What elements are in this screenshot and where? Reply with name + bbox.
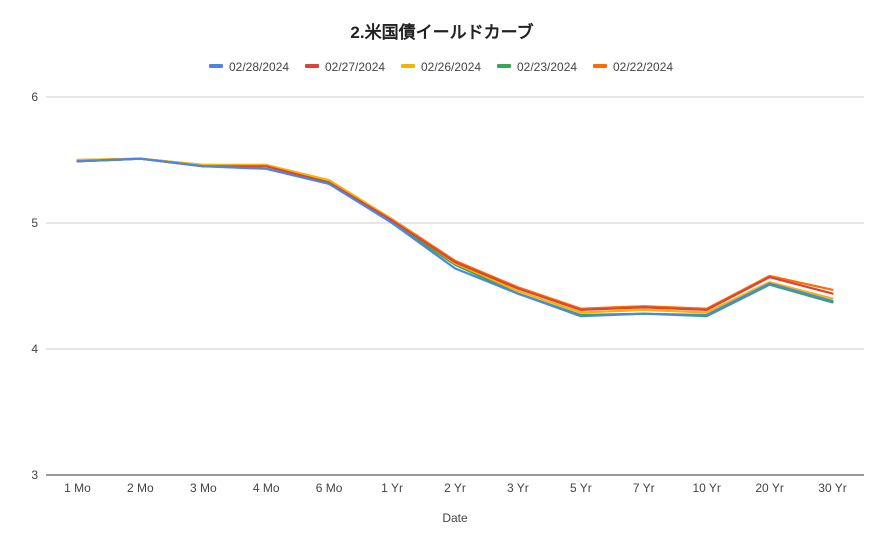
y-tick-label: 3 [31, 468, 38, 482]
x-tick-label: 1 Mo [64, 481, 91, 495]
gridlines [46, 96, 864, 476]
x-tick-label: 7 Yr [633, 481, 655, 495]
x-tick-label: 3 Yr [507, 481, 529, 495]
x-tick-label: 30 Yr [818, 481, 846, 495]
y-tick-label: 6 [31, 90, 38, 104]
x-tick-label: 5 Yr [570, 481, 592, 495]
series-line-1 [76, 157, 834, 311]
legend-item[interactable]: 02/28/2024 [209, 60, 289, 74]
series-line-3 [76, 157, 834, 318]
x-tick-label: 20 Yr [755, 481, 783, 495]
y-tick-label: 5 [31, 216, 38, 230]
legend-label: 02/23/2024 [517, 60, 577, 74]
legend-swatch [401, 64, 415, 68]
x-axis-label: Date [442, 511, 468, 525]
x-tick-label: 2 Yr [444, 481, 466, 495]
legend-label: 02/26/2024 [421, 60, 481, 74]
chart-title: 2.米国債イールドカーブ [350, 22, 533, 42]
x-tick-label: 2 Mo [127, 481, 154, 495]
series-line-4 [76, 157, 834, 310]
legend-item[interactable]: 02/26/2024 [401, 60, 481, 74]
legend-item[interactable]: 02/22/2024 [593, 60, 673, 74]
legend-swatch [209, 64, 223, 68]
legend-swatch [305, 64, 319, 68]
legend-label: 02/28/2024 [229, 60, 289, 74]
legend-item[interactable]: 02/23/2024 [497, 60, 577, 74]
legend-label: 02/22/2024 [613, 60, 673, 74]
x-tick-label: 1 Yr [381, 481, 403, 495]
x-axis-ticks: 1 Mo 2 Mo 3 Mo 4 Mo 6 Mo 1 Yr 2 Yr 3 Yr 5 Yr 7 Yr… [64, 481, 847, 495]
legend-item[interactable]: 02/27/2024 [305, 60, 385, 74]
legend-swatch [497, 64, 511, 68]
series-lines [76, 157, 834, 318]
series-line-0 [76, 157, 834, 318]
series-line-2 [76, 157, 834, 314]
legend-label: 02/27/2024 [325, 60, 385, 74]
x-tick-label: 6 Mo [316, 481, 343, 495]
legend: 02/28/2024 02/27/2024 02/26/2024 02/23/2024… [209, 60, 673, 74]
x-tick-label: 10 Yr [692, 481, 720, 495]
y-tick-label: 4 [31, 342, 38, 356]
x-tick-label: 3 Mo [190, 481, 217, 495]
legend-swatch [593, 64, 607, 68]
x-tick-label: 4 Mo [253, 481, 280, 495]
y-axis-ticks: 3 4 5 6 [31, 90, 38, 482]
